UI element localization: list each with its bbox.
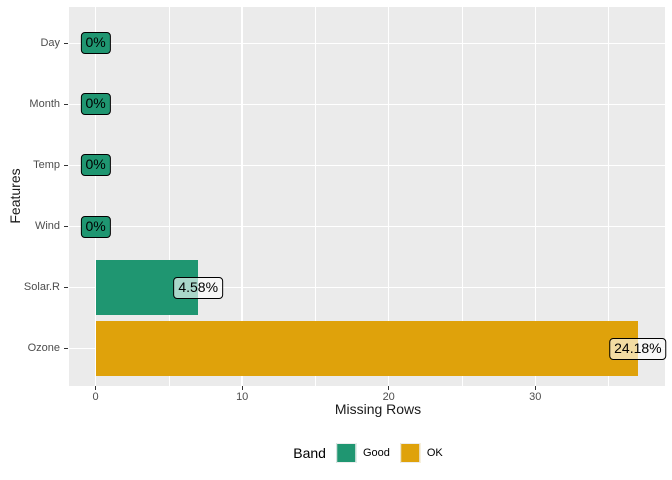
legend-entry-label-good: Good (362, 447, 390, 459)
x-tick-mark-0 (95, 385, 97, 390)
y-axis-title: Features (7, 168, 23, 224)
y-tick-mark-day (64, 42, 68, 44)
legend-entry-ok: OK (399, 443, 443, 463)
x-tick-label-0: 0 (92, 391, 99, 403)
gridline-major-y-wind (68, 225, 665, 228)
legend-items: Good OK (335, 443, 443, 463)
legend-entry-label-ok: OK (426, 447, 443, 459)
gridline-major-x-0 (94, 6, 97, 386)
legend: Band Good OK (293, 443, 443, 463)
gridline-minor-x-5 (168, 6, 170, 386)
gridline-major-x-20 (387, 6, 390, 386)
y-tick-mark-month (64, 103, 68, 105)
y-tick-label-solar.r: Solar.R (23, 281, 60, 294)
gridline-major-y-temp (68, 164, 665, 167)
gridline-minor-x-35 (608, 6, 609, 386)
y-tick-label-temp: Temp (33, 158, 60, 171)
bar-label-ozone: 24.18% (609, 337, 667, 360)
x-axis-title: Missing Rows (334, 401, 422, 417)
bar-label-month: 0% (80, 93, 111, 116)
legend-swatch-good (335, 443, 356, 463)
gridline-major-y-solar.r (68, 287, 665, 289)
plot-panel: 0% 0% 0% 0% 4.58% 24.18% (68, 6, 667, 386)
bar-label-day: 0% (80, 32, 111, 55)
gridline-major-y-day (68, 42, 665, 44)
x-tick-mark-30 (534, 385, 536, 390)
x-tick-label-20: 20 (382, 391, 395, 403)
x-tick-label-10: 10 (236, 391, 249, 403)
bar-label-wind: 0% (80, 215, 111, 238)
y-tick-label-ozone: Ozone (27, 342, 60, 355)
gridline-minor-x-15 (315, 6, 316, 386)
legend-title: Band (293, 445, 326, 461)
x-tick-mark-10 (241, 385, 243, 390)
bar-label-solar.r: 4.58% (173, 276, 224, 299)
y-tick-mark-ozone (64, 348, 68, 350)
y-tick-mark-wind (64, 226, 68, 228)
x-tick-label-30: 30 (529, 391, 542, 403)
y-tick-mark-temp (64, 164, 68, 166)
y-tick-mark-solar.r (64, 287, 68, 289)
y-tick-label-wind: Wind (34, 220, 60, 233)
gridline-minor-x-25 (461, 6, 463, 386)
gridline-major-x-30 (534, 6, 537, 386)
y-tick-label-month: Month (29, 97, 60, 110)
legend-swatch-ok (399, 443, 420, 463)
x-tick-mark-20 (388, 385, 390, 390)
gridline-major-x-10 (241, 6, 243, 386)
bar-ozone (95, 321, 638, 377)
y-tick-label-day: Day (40, 36, 60, 49)
bar-label-temp: 0% (80, 154, 111, 177)
legend-entry-good: Good (335, 443, 390, 463)
gridline-major-y-month (68, 103, 665, 105)
